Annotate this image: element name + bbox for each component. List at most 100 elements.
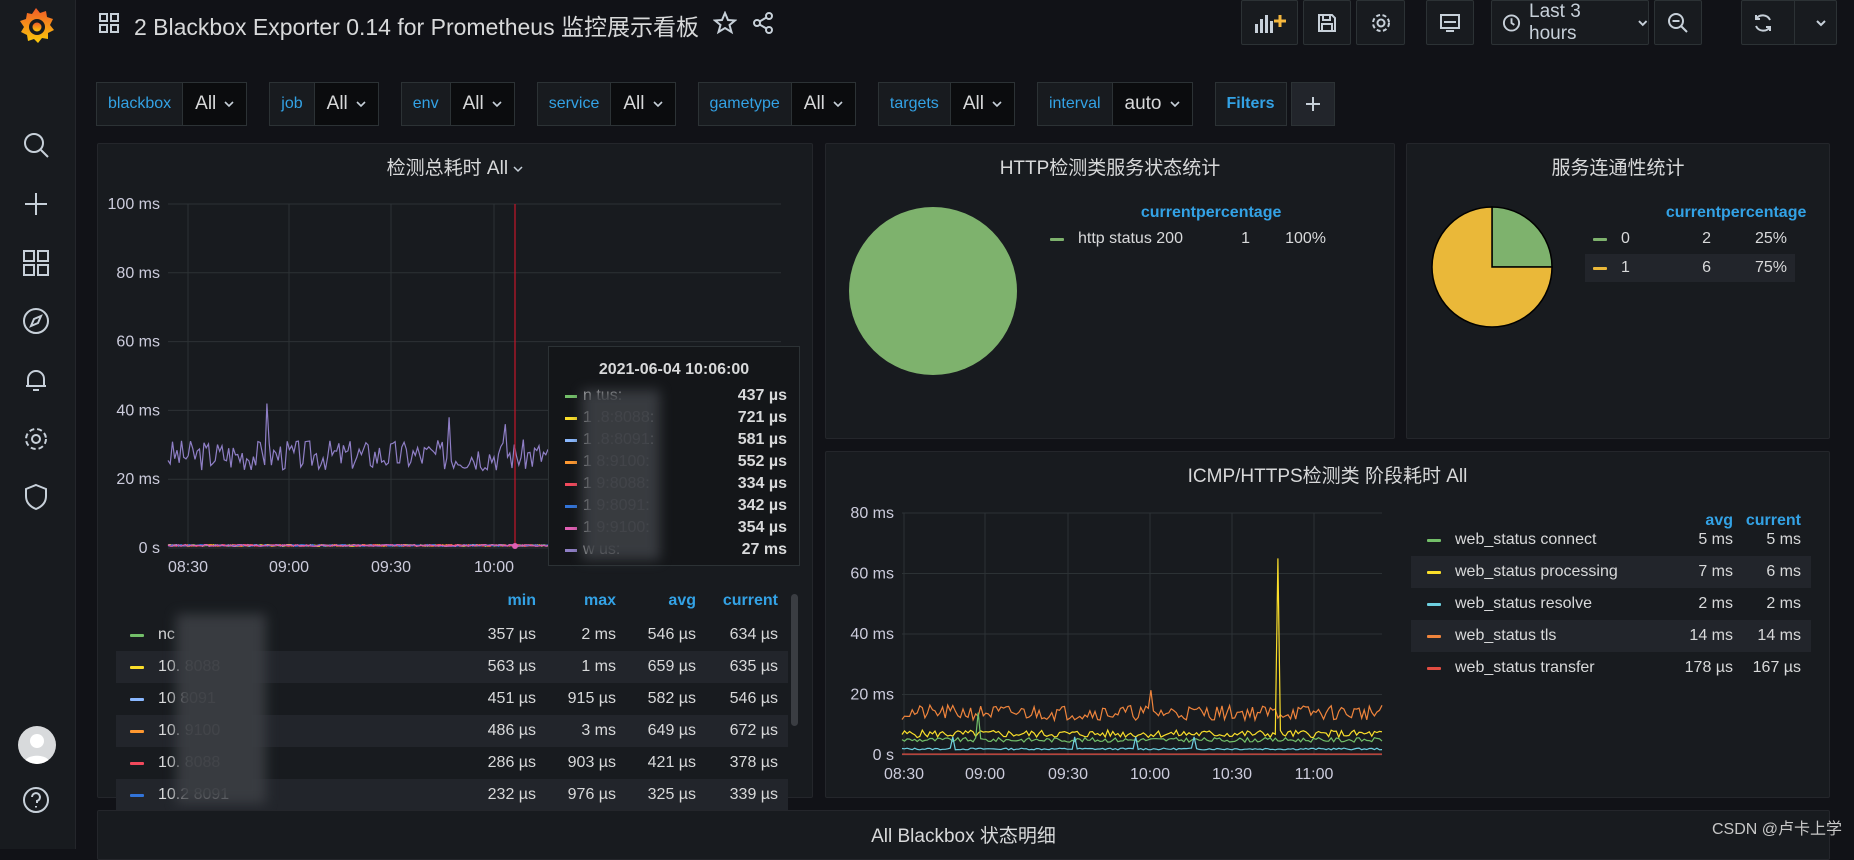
user-avatar[interactable] [18, 726, 56, 764]
var-select[interactable]: All [951, 82, 1015, 126]
var-select[interactable]: auto [1113, 82, 1193, 126]
connectivity-pie[interactable] [1431, 206, 1553, 328]
tooltip-value: 334 µs [727, 475, 787, 493]
x-tick-label: 08:30 [168, 559, 208, 576]
filters-label[interactable]: Filters [1215, 82, 1287, 126]
chevron-down-icon [1170, 99, 1180, 109]
legend-head-max[interactable]: max [536, 592, 616, 610]
share-icon[interactable] [751, 11, 775, 40]
var-select[interactable]: All [315, 82, 379, 126]
legend-name: 1 [1621, 259, 1671, 277]
http-status-pie[interactable] [848, 206, 1018, 376]
tooltip-time: 2021-06-04 10:06:00 [549, 347, 799, 385]
y-tick-label: 40 ms [116, 402, 160, 419]
save-dashboard-button[interactable] [1303, 0, 1351, 45]
var-label: env [401, 82, 451, 126]
legend-swatch [1427, 667, 1441, 670]
time-range-picker[interactable]: Last 3 hours [1491, 0, 1649, 45]
var-select[interactable]: All [451, 82, 515, 126]
dashboard-title[interactable]: 2 Blackbox Exporter 0.14 for Prometheus … [134, 8, 699, 42]
refresh-button[interactable] [1741, 0, 1837, 45]
legend-name: web_status resolve [1455, 595, 1673, 613]
legend-item[interactable]: 0 2 25% [1585, 224, 1795, 254]
help-icon[interactable] [18, 782, 54, 818]
legend-head-current[interactable]: current [696, 592, 788, 610]
legend-percentage: 25% [1711, 230, 1787, 248]
var-select[interactable]: All [611, 82, 675, 126]
legend-head-min[interactable]: min [462, 592, 536, 610]
configuration-gear-icon[interactable] [18, 421, 54, 457]
legend-head-avg[interactable]: avg [616, 592, 696, 610]
legend-min: 286 µs [462, 754, 536, 772]
legend-avg: 178 µs [1673, 659, 1733, 677]
legend-name: web_status connect [1455, 531, 1673, 549]
create-plus-icon[interactable] [18, 186, 54, 222]
var-select[interactable]: All [792, 82, 856, 126]
legend-head-percentage[interactable]: percentage [1196, 204, 1276, 222]
alerting-bell-icon[interactable] [18, 362, 54, 398]
legend-name: web_status transfer [1455, 659, 1673, 677]
legend-current: 672 µs [696, 722, 788, 740]
panel-title[interactable]: All Blackbox 状态明细 [98, 821, 1829, 848]
add-filter-button[interactable] [1291, 82, 1335, 126]
legend-current: 2 [1671, 230, 1711, 248]
legend-head-current[interactable]: current [1141, 204, 1196, 222]
legend-avg: 5 ms [1673, 531, 1733, 549]
refresh-interval-chevron-icon [1816, 18, 1826, 28]
dashboards-icon[interactable] [18, 245, 54, 281]
chevron-down-icon [1638, 18, 1648, 28]
legend-current: 546 µs [696, 690, 788, 708]
legend-max: 1 ms [536, 658, 616, 676]
tooltip-value: 27 ms [727, 541, 787, 559]
var-label: blackbox [96, 82, 183, 126]
tooltip-swatch [565, 505, 577, 508]
explore-compass-icon[interactable] [18, 303, 54, 339]
y-tick-label: 80 ms [116, 265, 160, 282]
grafana-logo-icon[interactable] [14, 4, 58, 48]
legend-scrollbar[interactable] [791, 594, 798, 726]
chevron-down-icon [492, 99, 502, 109]
tooltip-value: 437 µs [727, 387, 787, 405]
legend-head-current[interactable]: current [1665, 204, 1721, 222]
legend-avg: 325 µs [616, 786, 696, 804]
add-panel-button[interactable] [1241, 0, 1298, 45]
y-tick-label: 60 ms [116, 334, 160, 351]
var-env: env All [401, 82, 515, 126]
x-tick-label: 09:00 [269, 559, 309, 576]
panel-title[interactable]: HTTP检测类服务状态统计 [826, 153, 1394, 180]
zoom-out-button[interactable] [1654, 0, 1702, 45]
legend-head-percentage[interactable]: percentage [1721, 204, 1801, 222]
server-admin-shield-icon[interactable] [18, 479, 54, 515]
legend-max: 903 µs [536, 754, 616, 772]
legend-max: 915 µs [536, 690, 616, 708]
var-label: job [269, 82, 314, 126]
legend-swatch [130, 634, 144, 637]
legend-swatch [1427, 635, 1441, 638]
var-service: service All [537, 82, 676, 126]
legend-current: 1 [1210, 230, 1250, 248]
var-select[interactable]: All [183, 82, 247, 126]
legend-swatch [1427, 571, 1441, 574]
tooltip-swatch [565, 439, 577, 442]
tv-mode-button[interactable] [1426, 0, 1474, 45]
tooltip-swatch [565, 483, 577, 486]
star-icon[interactable] [713, 11, 737, 40]
ad-hoc-filters: Filters [1215, 82, 1287, 126]
legend-swatch [130, 794, 144, 797]
panel-title[interactable]: 服务连通性统计 [1407, 153, 1829, 180]
search-icon[interactable] [18, 127, 54, 163]
legend-min: 357 µs [462, 626, 536, 644]
x-tick-label: 08:30 [884, 766, 924, 783]
tooltip-swatch [565, 395, 577, 398]
legend-item[interactable]: 1 6 75% [1585, 254, 1795, 282]
dashboard-settings-button[interactable] [1356, 0, 1405, 45]
x-tick-label: 10:30 [1212, 766, 1252, 783]
legend-item[interactable]: http status 200 1 100% [1050, 224, 1340, 254]
